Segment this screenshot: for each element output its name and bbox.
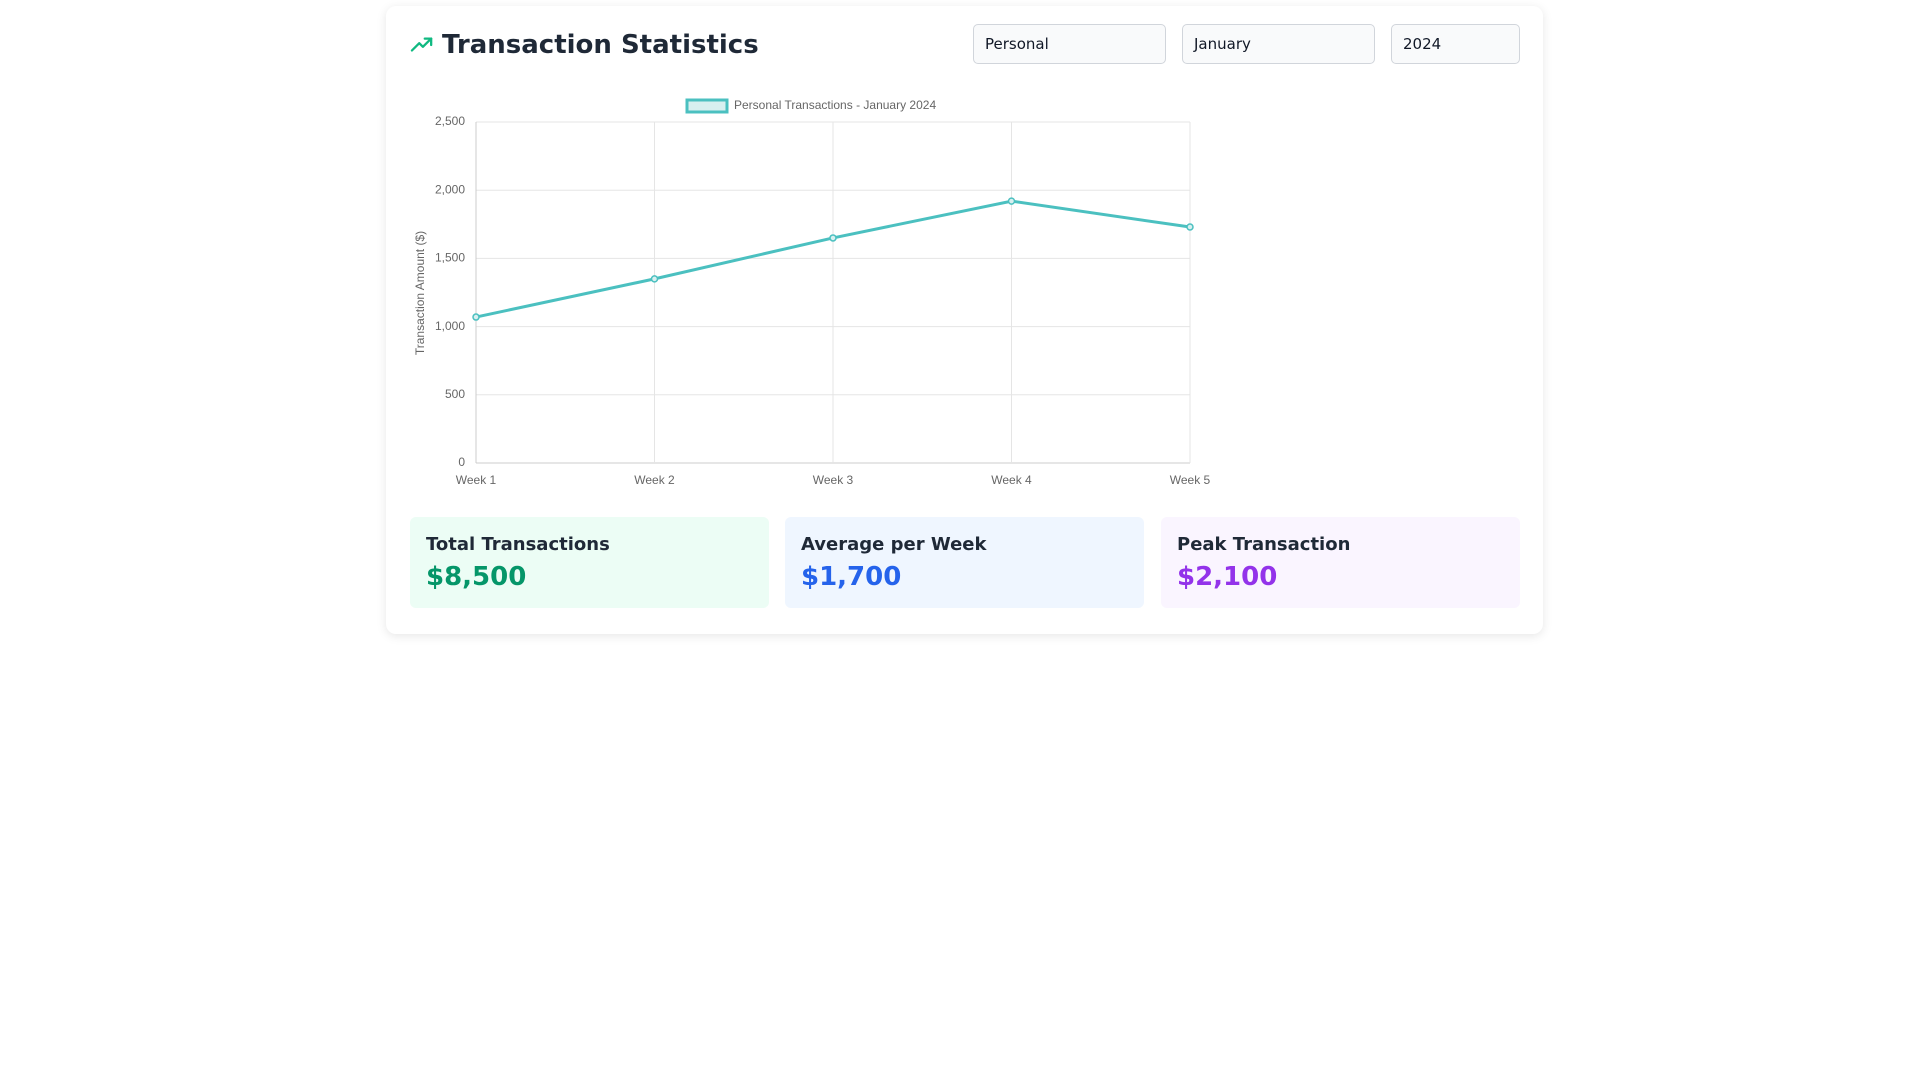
y-axis-title: Transaction Amount ($) bbox=[413, 231, 427, 355]
point bbox=[1007, 197, 1016, 205]
stat-value: $2,100 bbox=[1177, 562, 1278, 592]
point bbox=[829, 234, 837, 242]
stat-card: Average per Week $1,700 bbox=[785, 517, 1144, 608]
stat-card: Peak Transaction $2,100 bbox=[1161, 517, 1520, 608]
y-tick-label: 2,500 bbox=[435, 114, 465, 128]
y-tick-label: 1,500 bbox=[435, 251, 465, 265]
y-tick-label: 0 bbox=[458, 455, 465, 469]
chart: Transaction Amount ($) 0 500 1,000 1,500 2,0… bbox=[413, 98, 1211, 487]
month-select[interactable]: January bbox=[1182, 24, 1375, 64]
x-tick-label: Week 5 bbox=[1170, 473, 1211, 487]
x-tick-label: Week 2 bbox=[634, 473, 675, 487]
stat-label: Peak Transaction bbox=[1177, 534, 1351, 555]
point bbox=[650, 275, 659, 283]
stat-label: Average per Week bbox=[801, 534, 987, 555]
x-tick-label: Week 1 bbox=[456, 473, 497, 487]
y-tick-label: 2,000 bbox=[435, 182, 465, 196]
point bbox=[1186, 223, 1194, 231]
stat-label: Total Transactions bbox=[426, 534, 610, 555]
trend-icon bbox=[410, 37, 433, 52]
stat-card: Total Transactions $8,500 bbox=[410, 517, 769, 608]
legend-swatch bbox=[685, 98, 729, 114]
x-tick-label: Week 4 bbox=[991, 473, 1032, 487]
y-tick-label: 1,000 bbox=[435, 319, 465, 333]
stat-value: $1,700 bbox=[801, 562, 902, 592]
x-tick-label: Week 3 bbox=[813, 473, 854, 487]
y-tick-label: 500 bbox=[445, 387, 465, 401]
type-select[interactable]: Personal bbox=[973, 24, 1166, 64]
page-title: Transaction Statistics bbox=[442, 30, 759, 60]
point bbox=[472, 313, 480, 321]
year-select[interactable]: 2024 bbox=[1391, 24, 1520, 64]
stat-value: $8,500 bbox=[426, 562, 527, 592]
legend-label: Personal Transactions - January 2024 bbox=[734, 98, 936, 112]
